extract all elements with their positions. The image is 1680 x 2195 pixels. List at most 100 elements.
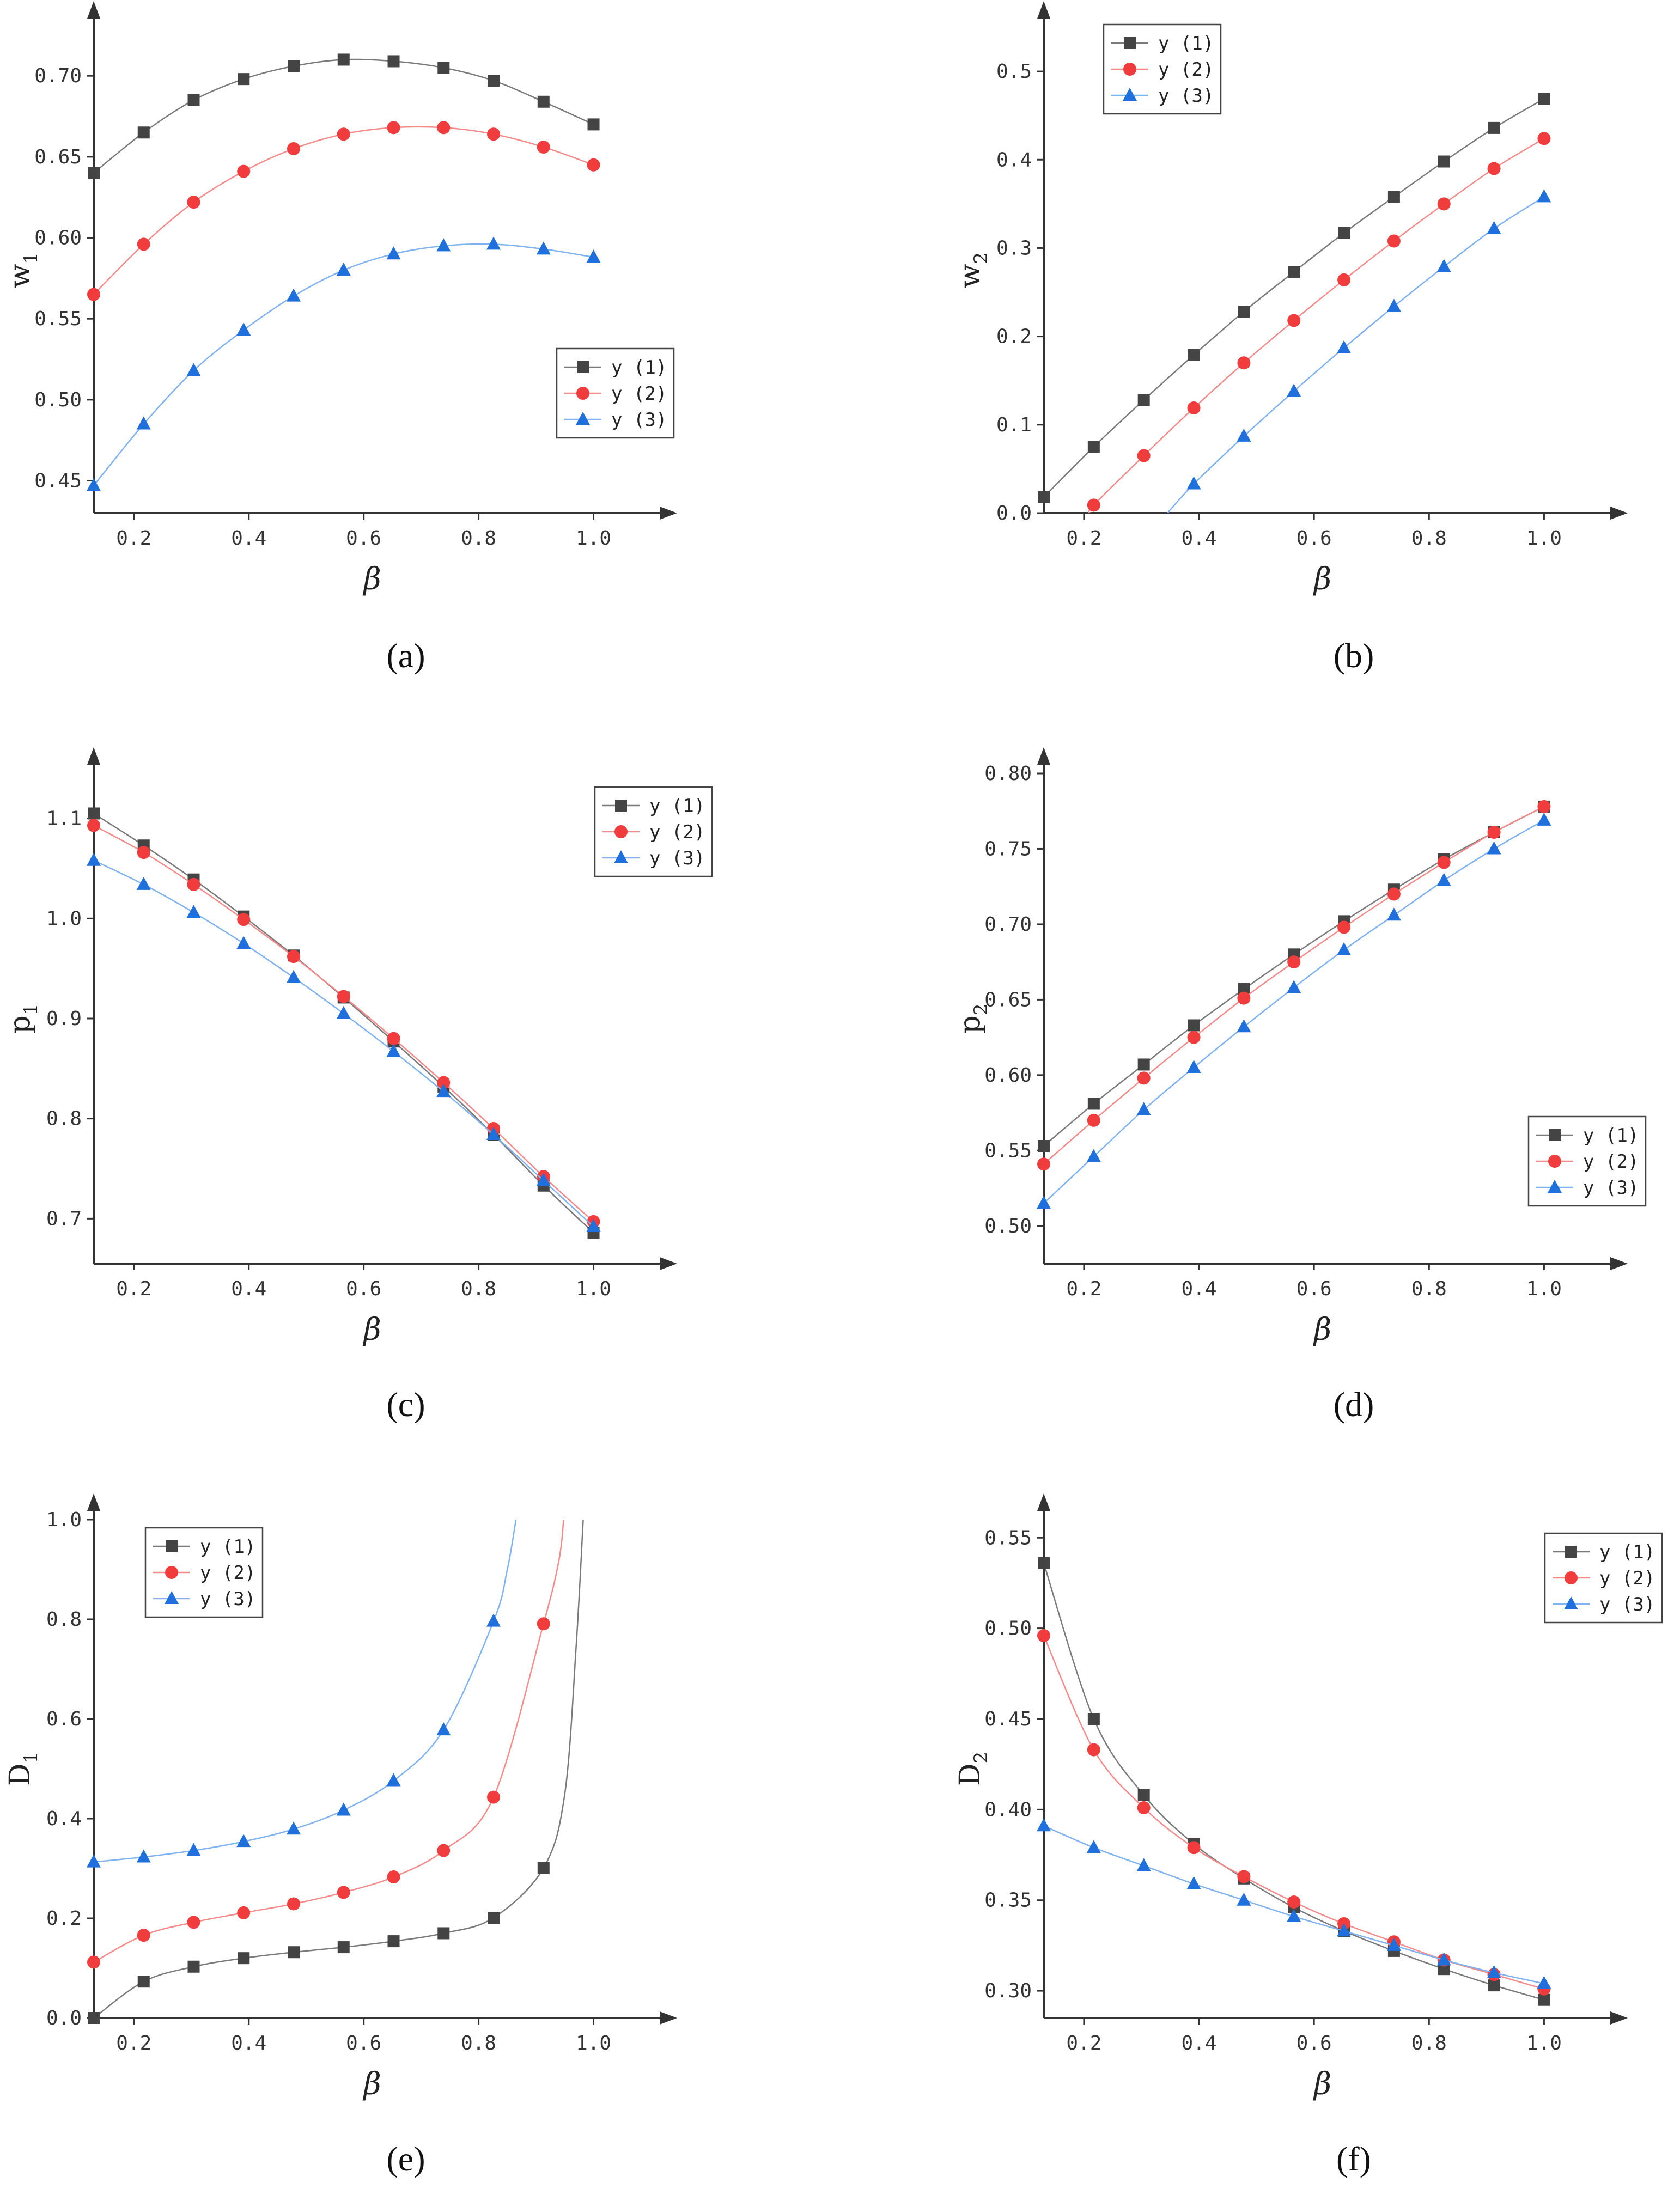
data-point-circle [137, 1929, 150, 1942]
data-point-circle [437, 121, 451, 135]
legend: y (1) y (2) y (3) [144, 1527, 264, 1618]
legend-label: y (2) [1583, 1151, 1639, 1173]
data-point-triangle [1136, 1858, 1151, 1871]
data-point-triangle [386, 246, 401, 260]
data-point-triangle [236, 936, 251, 949]
data-point-triangle [1287, 980, 1301, 993]
y-tick-label: 0.70 [984, 913, 1032, 936]
series-line-3 [94, 859, 594, 1227]
data-point-circle [387, 1870, 400, 1884]
data-point-circle [1087, 1743, 1100, 1757]
legend-label: y (3) [1583, 1177, 1639, 1199]
y-tick-label: 0.8 [46, 1608, 82, 1631]
series-1 [88, 807, 600, 1239]
x-tick-label: 1.0 [1526, 527, 1562, 550]
y-tick-label: 0.55 [984, 1139, 1032, 1162]
data-point-triangle [336, 263, 351, 276]
x-tick-label: 0.6 [346, 1278, 381, 1300]
x-axis-label: β [362, 1312, 381, 1348]
data-point-circle [87, 1955, 100, 1969]
data-point-square [88, 167, 100, 179]
data-point-triangle [136, 876, 151, 890]
data-point-circle [337, 1886, 350, 1899]
data-point-square [387, 55, 400, 68]
legend: y (1) y (2) y (3) [1544, 1532, 1663, 1624]
y-tick-label: 0.65 [34, 146, 82, 168]
y-tick-label: 0.65 [984, 989, 1032, 1011]
data-point-circle [337, 127, 350, 141]
y-tick-label: 1.0 [46, 907, 82, 930]
data-point-circle [287, 1897, 301, 1911]
data-point-triangle [1537, 812, 1551, 826]
data-point-triangle [586, 1219, 601, 1233]
data-point-triangle [386, 1773, 401, 1787]
data-point-circle [1037, 1157, 1050, 1171]
data-point-square [1488, 121, 1500, 134]
series-line-2 [94, 825, 594, 1222]
data-point-triangle [287, 970, 301, 983]
data-point-circle [487, 1790, 501, 1804]
x-tick-label: 0.8 [1411, 2032, 1447, 2054]
data-point-square [1188, 1019, 1200, 1032]
series-2 [1037, 1629, 1551, 1996]
series-line-3 [1167, 196, 1545, 513]
y-tick-label: 0.55 [984, 1527, 1032, 1549]
panel-a: 0.2 0.4 0.6 0.8 1.0 0.45 0.50 0.55 0.60 0.65 0.70 w… [4, 1, 677, 675]
y-axis-label: D2 [954, 1752, 992, 1786]
series-line-2 [1044, 1635, 1544, 1990]
series-3 [87, 236, 601, 491]
x-tick-label: 0.4 [1182, 527, 1217, 550]
series-line-1 [1044, 806, 1544, 1147]
legend-square-icon [615, 800, 627, 812]
data-point-circle [1187, 1841, 1201, 1855]
data-point-circle [1537, 132, 1551, 145]
data-point-triangle [486, 1613, 501, 1627]
data-point-triangle [1386, 298, 1401, 312]
data-point-circle [1537, 800, 1551, 813]
legend-label: y (1) [200, 1536, 255, 1558]
data-point-triangle [1287, 1909, 1301, 1922]
data-point-triangle [1337, 942, 1352, 955]
series-line-1 [1044, 1563, 1544, 2001]
legend: y (1) y (2) y (3) [556, 347, 675, 439]
y-axis-arrow-icon [87, 1493, 100, 1511]
data-point-square [1438, 1963, 1450, 1976]
data-point-circle [1237, 1870, 1251, 1883]
data-point-circle [1237, 991, 1251, 1005]
series-2 [1087, 132, 1551, 513]
data-point-circle [537, 1617, 550, 1631]
data-point-triangle [186, 905, 201, 918]
y-tick-label: 0.60 [34, 227, 82, 249]
y-tick-label: 1.0 [46, 1509, 82, 1531]
data-point-triangle [436, 1722, 451, 1736]
series-2 [1037, 800, 1551, 1171]
data-point-circle [237, 1906, 251, 1919]
series-line-2 [1088, 138, 1545, 513]
x-tick-label: 0.4 [231, 2032, 266, 2054]
x-tick-label: 0.2 [116, 2032, 151, 2054]
x-tick-label: 0.6 [1296, 1278, 1332, 1300]
data-point-triangle [1186, 1876, 1201, 1889]
data-point-triangle [1037, 1818, 1051, 1832]
data-point-triangle [1186, 1060, 1201, 1073]
data-point-triangle [1386, 907, 1401, 921]
data-point-square [187, 94, 200, 106]
data-point-circle [1287, 955, 1301, 969]
data-point-circle [1387, 887, 1401, 901]
y-axis-label: w1 [4, 252, 42, 288]
panel-caption: (f) [1336, 2139, 1371, 2178]
data-point-triangle [386, 1044, 401, 1057]
data-point-circle [387, 121, 400, 135]
data-point-circle [1287, 314, 1301, 327]
data-point-triangle [186, 1843, 201, 1856]
data-point-circle [1387, 234, 1401, 248]
legend: y (1) y (2) y (3) [1527, 1115, 1647, 1207]
data-point-square [1087, 441, 1100, 453]
data-point-circle [1287, 1895, 1301, 1909]
legend-circle-icon [614, 825, 628, 838]
data-point-square [1137, 394, 1150, 406]
data-point-square [238, 1952, 250, 1965]
x-tick-label: 0.6 [346, 2032, 381, 2054]
legend: y (1) y (2) y (3) [594, 786, 713, 877]
data-point-triangle [136, 1849, 151, 1863]
